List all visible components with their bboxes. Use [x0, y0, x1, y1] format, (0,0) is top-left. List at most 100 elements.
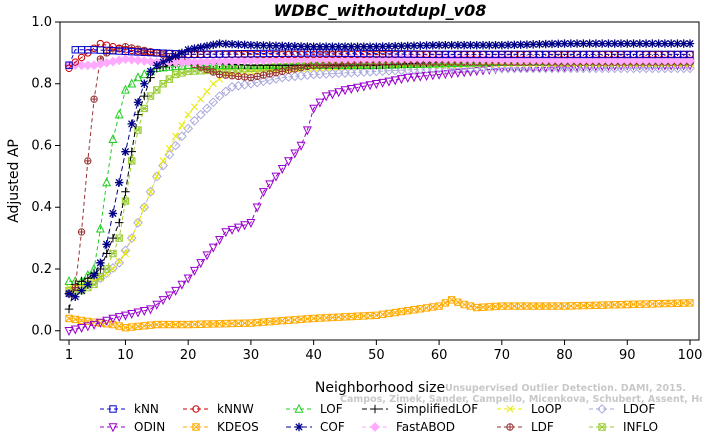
data-point-cof: [566, 39, 576, 48]
data-point-lof: [108, 134, 118, 144]
series-odin: [64, 61, 695, 337]
data-point-odin: [271, 172, 281, 182]
data-point-lof: [127, 78, 137, 88]
data-point-fastabod: [120, 54, 131, 64]
data-point-cof: [384, 42, 394, 51]
data-point-odin: [164, 291, 174, 301]
data-point-inflo: [146, 92, 155, 100]
data-point-cof: [641, 39, 651, 48]
data-point-loop: [146, 188, 155, 196]
x-tick-label: 40: [305, 348, 322, 363]
data-point-loop: [190, 103, 199, 111]
data-point-odin: [390, 76, 400, 86]
y-tick-label: 0.4: [31, 200, 52, 215]
data-point-odin: [315, 98, 325, 108]
data-point-cof: [491, 40, 500, 50]
data-point-knn: [65, 61, 73, 69]
legend-label: LDF: [531, 420, 554, 434]
legend-marker: [506, 405, 514, 413]
data-point-kdeos: [397, 307, 406, 316]
data-point-ldof: [120, 245, 131, 256]
data-point-simplifiedlof: [114, 218, 124, 227]
data-point-cof: [478, 40, 488, 50]
data-point-odin: [196, 259, 206, 269]
legend-label: COF: [320, 420, 345, 434]
legend-marker: [108, 423, 118, 433]
data-point-cof: [497, 40, 507, 50]
data-point-cof: [660, 39, 670, 48]
data-point-ldf: [259, 71, 268, 79]
data-point-cof: [372, 42, 381, 51]
data-point-inflo: [90, 280, 98, 289]
series-line-odin: [68, 64, 690, 332]
data-point-cof: [547, 39, 557, 49]
data-point-cof: [252, 41, 262, 50]
data-point-cof: [654, 39, 663, 48]
series-line-lof: [69, 60, 690, 282]
data-point-odin: [83, 322, 93, 332]
data-point-lof: [114, 109, 124, 119]
plot-frame: [59, 21, 700, 341]
data-point-cof: [503, 40, 513, 50]
data-point-odin: [258, 188, 268, 198]
data-point-inflo: [121, 197, 130, 205]
data-point-loop: [115, 257, 123, 265]
legend-entry-loop: LoOP: [497, 402, 562, 416]
data-point-odin: [146, 305, 156, 315]
data-point-cof: [616, 39, 626, 48]
x-tick-label: 70: [494, 348, 511, 363]
data-point-ldf: [71, 283, 79, 292]
data-point-kdeos: [510, 302, 519, 310]
data-point-inflo: [171, 70, 180, 79]
data-point-cof: [635, 39, 645, 48]
data-point-kdeos: [391, 308, 399, 317]
data-point-cof: [89, 270, 99, 280]
data-point-cof: [177, 48, 187, 58]
data-point-odin: [95, 318, 105, 328]
data-point-cof: [666, 39, 676, 48]
legend-entry-knn: kNN: [100, 402, 159, 416]
data-point-cof: [472, 40, 481, 50]
data-point-loop: [172, 132, 180, 140]
legend-marker: [506, 423, 514, 431]
data-point-lof: [215, 59, 225, 69]
data-point-lof: [164, 61, 174, 71]
data-point-kdeos: [378, 310, 387, 319]
data-point-cof: [171, 51, 180, 61]
legend-marker: [370, 422, 380, 432]
data-point-ldf: [297, 64, 305, 72]
data-point-knn: [686, 50, 694, 59]
data-point-odin: [89, 320, 99, 330]
data-point-odin: [64, 327, 74, 337]
data-point-cof: [422, 41, 431, 50]
data-point-odin: [152, 300, 162, 310]
data-point-cof: [528, 40, 538, 49]
data-point-simplifiedlof: [121, 187, 130, 197]
data-point-fastabod: [534, 55, 545, 66]
data-point-cof: [403, 41, 412, 51]
data-point-ldof: [114, 257, 125, 268]
data-point-odin: [189, 266, 199, 276]
x-tick-label: 30: [243, 348, 260, 363]
data-point-lof: [120, 84, 130, 94]
legend-entry-odin: ODIN: [100, 420, 165, 434]
data-point-odin: [434, 70, 444, 80]
data-point-odin: [353, 83, 363, 93]
data-point-cof: [64, 289, 74, 298]
data-point-cof: [572, 39, 582, 48]
data-point-odin: [396, 75, 406, 85]
legend: kNN kNNW LOF SimplifiedLOF LoOP LDOF ODIN KDEOS…: [100, 402, 658, 434]
y-tick-label: 0.6: [31, 138, 52, 153]
data-point-fastabod: [478, 54, 488, 65]
data-point-cof: [284, 41, 293, 51]
legend-marker: [370, 404, 380, 414]
data-point-cof: [485, 40, 494, 50]
data-point-cof: [290, 42, 300, 51]
data-point-odin: [246, 218, 256, 228]
data-point-loop: [134, 219, 142, 227]
data-point-odin: [120, 311, 130, 321]
data-point-odin: [440, 70, 450, 80]
data-point-cof: [340, 42, 350, 51]
data-point-ldf: [77, 228, 86, 236]
data-point-kdeos: [121, 323, 130, 332]
